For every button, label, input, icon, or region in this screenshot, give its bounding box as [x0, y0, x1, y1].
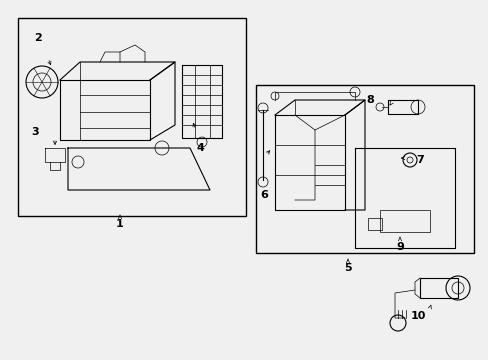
Text: 8: 8 [366, 95, 373, 105]
Text: 1: 1 [116, 219, 123, 229]
Bar [367, 218, 381, 230]
Bar [256, 85, 473, 253]
Text: 3: 3 [31, 127, 39, 137]
Bar [419, 278, 457, 298]
Text: 2: 2 [34, 33, 42, 43]
Text: 5: 5 [344, 263, 351, 273]
Bar [387, 100, 417, 114]
Bar [18, 18, 245, 216]
Text: 10: 10 [409, 311, 425, 321]
Bar [379, 210, 429, 232]
Text: 9: 9 [395, 242, 403, 252]
Text: 7: 7 [415, 155, 423, 165]
Text: 6: 6 [260, 190, 267, 200]
Text: 4: 4 [196, 143, 203, 153]
